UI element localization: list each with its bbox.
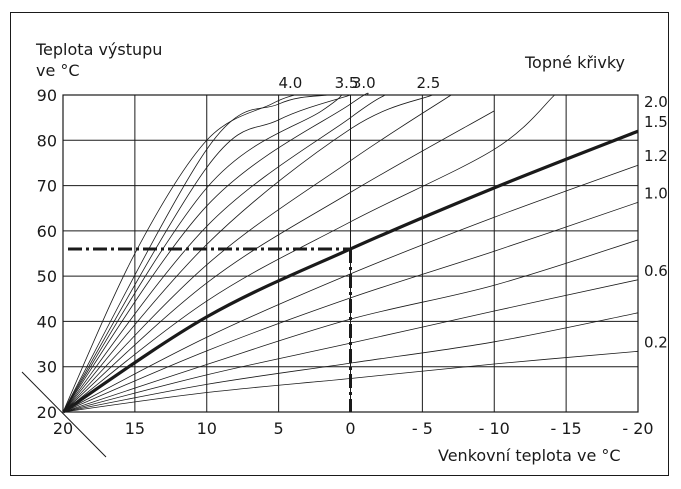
curve-label: 0.6 [644,262,668,280]
curve-label: 0.2 [644,333,668,351]
curves-title: Topné křivky [524,53,625,72]
y-tick-label: 90 [37,86,57,105]
curve-label: 2.5 [417,74,441,92]
curve-label: 1.0 [644,184,668,202]
x-tick-label: - 20 [622,419,653,438]
origin-diagonal [21,371,107,458]
x-tick-label: 10 [197,419,217,438]
x-tick-label: - 15 [551,419,582,438]
curve-4-0 [62,94,295,413]
x-tick-label: 15 [125,419,145,438]
y-axis-label-line-2: ve °C [36,61,80,80]
x-axis-label: Venkovní teplota ve °C [438,446,621,465]
curve-1-2 [62,164,639,413]
curve-label: 4.0 [279,74,303,92]
curve-label: 3.0 [352,74,376,92]
curve-3-5 [62,94,351,413]
curve-label: 3.5 [335,74,359,92]
y-axis-label-line-1: Teplota výstupu [35,40,162,59]
x-tick-label: - 5 [412,419,433,438]
reference-lines [68,247,352,412]
curve-label: 1.5 [644,113,668,131]
y-tick-label: 50 [37,267,57,286]
y-tick-label: 70 [37,177,57,196]
x-tick-label: - 10 [479,419,510,438]
y-tick-label: 40 [37,312,57,331]
curve-intermediate-1 [62,312,639,413]
y-tick-label: 30 [37,358,57,377]
curve-label: 1.2 [644,147,668,165]
x-tick-label: 5 [274,419,284,438]
chart-frame [10,12,669,476]
curve-1-0 [62,201,639,413]
curve-intermediate-15 [62,94,328,413]
curve-intermediate-7 [62,94,555,413]
x-tick-label: 20 [53,419,73,438]
y-tick-label: 60 [37,222,57,241]
curve-intermediate-11 [62,94,386,413]
curve-intermediate-13 [62,94,343,413]
curve-3-0 [62,92,369,413]
curve-labels: 0.2 0.6 1.0 1.2 1.5 2.0 2.5 3.03.5 4.0 [279,74,668,351]
curve-intermediate-9 [62,94,452,413]
curve-2-5 [62,94,433,413]
y-tick-label: 80 [37,131,57,150]
y-tick-label: 20 [37,403,57,422]
curve-2-0 [62,110,495,413]
curve-label: 2.0 [644,93,668,111]
x-tick-label: 0 [345,419,355,438]
